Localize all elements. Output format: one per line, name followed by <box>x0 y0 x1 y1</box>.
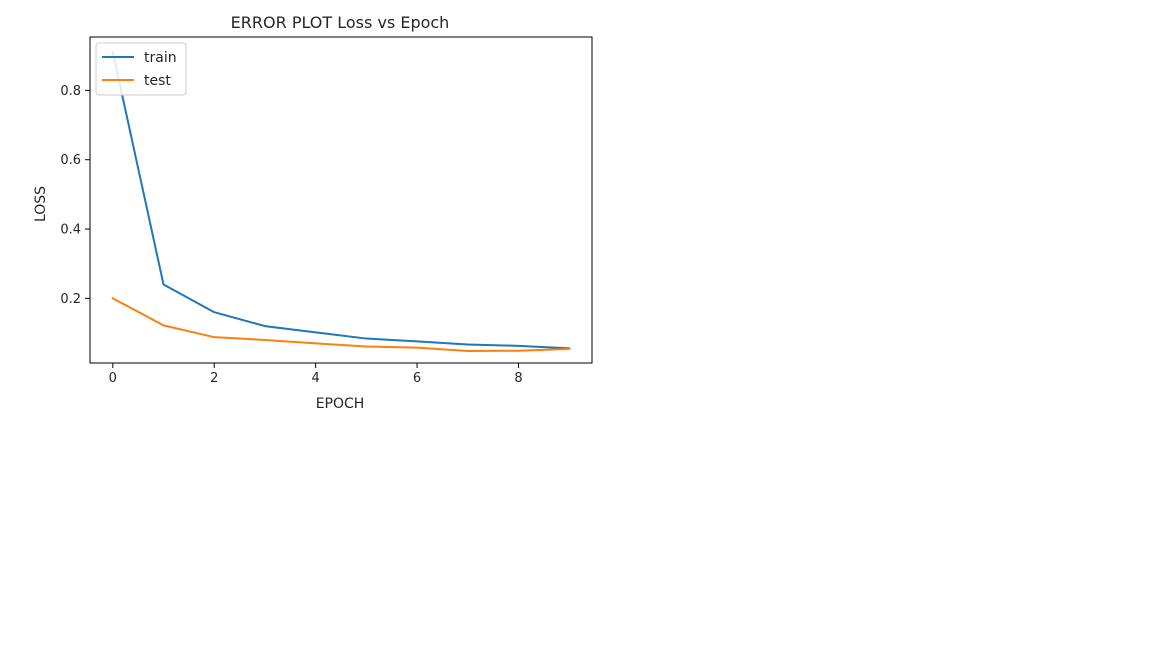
y-axis-ticks: 0.2 0.4 0.6 0.8 <box>60 84 90 307</box>
series-line-train <box>111 51 571 350</box>
legend: train test <box>95 42 187 96</box>
y-axis-label: LOSS <box>33 186 49 222</box>
x-axis-ticks: 0 2 4 6 8 <box>109 363 523 386</box>
y-tick-label: 0.8 <box>60 84 81 99</box>
x-tick-label: 8 <box>514 371 522 386</box>
y-tick-label: 0.2 <box>60 292 81 307</box>
x-axis-label: EPOCH <box>316 396 365 412</box>
chart-title: ERROR PLOT Loss vs Epoch <box>231 13 450 32</box>
series-layer <box>111 51 571 353</box>
x-tick-label: 4 <box>312 371 320 386</box>
x-tick-label: 6 <box>413 371 421 386</box>
y-tick-label: 0.4 <box>60 223 81 238</box>
x-tick-label: 0 <box>109 371 117 386</box>
legend-label-test: test <box>144 73 171 89</box>
y-tick-label: 0.6 <box>60 153 81 168</box>
legend-label-train: train <box>144 50 177 66</box>
x-tick-label: 2 <box>210 371 218 386</box>
series-line-test <box>111 296 571 353</box>
